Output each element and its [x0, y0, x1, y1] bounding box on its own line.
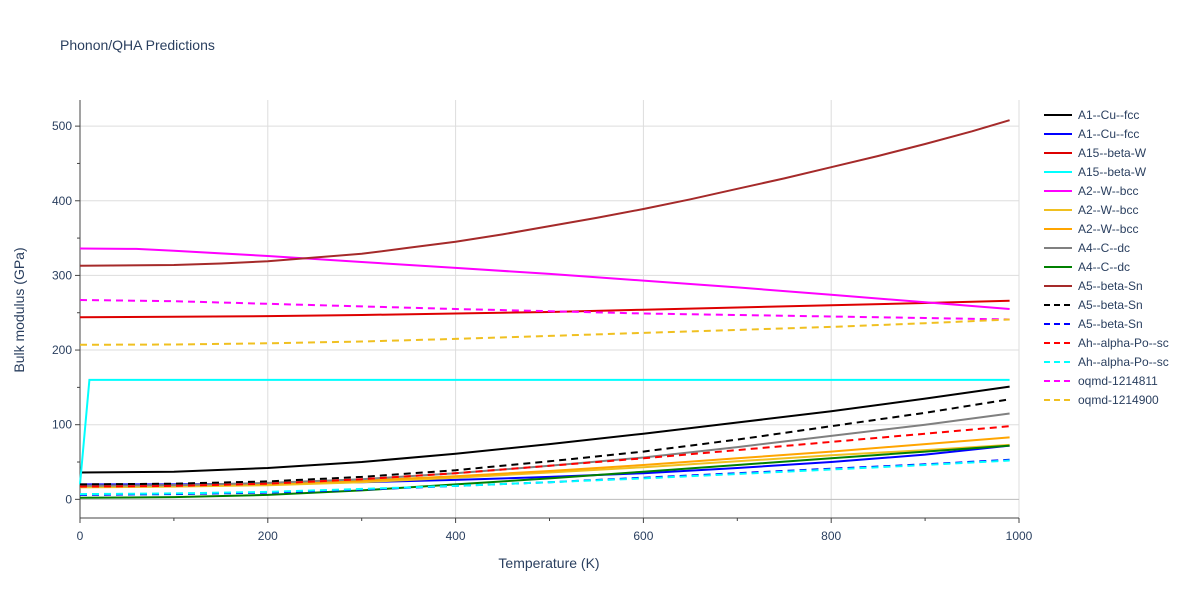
- x-tick-label: 0: [77, 529, 84, 543]
- legend-label: A1--Cu--fcc: [1078, 127, 1139, 141]
- legend-label: A15--beta-W: [1078, 165, 1147, 179]
- series-lines: [79, 119, 1010, 499]
- legend-label: A4--C--dc: [1078, 260, 1130, 274]
- x-tick-label: 600: [633, 529, 653, 543]
- legend-label: oqmd-1214900: [1078, 393, 1159, 407]
- series-line-oqmd-1214900-15: [79, 318, 1010, 346]
- y-tick-label: 200: [52, 343, 72, 357]
- x-tick-label: 800: [821, 529, 841, 543]
- chart-title: Phonon/QHA Predictions: [60, 37, 215, 53]
- legend-label: A2--W--bcc: [1078, 184, 1138, 198]
- y-axis-title: Bulk modulus (GPa): [11, 247, 27, 372]
- axes: [75, 100, 1020, 523]
- legend-label: A1--Cu--fcc: [1078, 108, 1139, 122]
- legend-item-ah-alpha-po-sc-12[interactable]: Ah--alpha-Po--sc: [1044, 336, 1169, 350]
- series-line-a5-beta-sn-9: [79, 119, 1010, 267]
- legend-label: A5--beta-Sn: [1078, 317, 1143, 331]
- x-tick-label: 400: [446, 529, 466, 543]
- legend-item-a4-c-dc-8[interactable]: A4--C--dc: [1044, 260, 1130, 274]
- legend-item-oqmd-1214900-15[interactable]: oqmd-1214900: [1044, 393, 1159, 407]
- x-tick-label: 1000: [1006, 529, 1033, 543]
- legend-item-a2-w-bcc-4[interactable]: A2--W--bcc: [1044, 184, 1138, 198]
- tick-labels: 0 200 400 600 800 1000 0 100 200 300 400 500: [52, 119, 1033, 543]
- y-tick-label: 500: [52, 119, 72, 133]
- legend-label: A15--beta-W: [1078, 146, 1147, 160]
- legend-item-a2-w-bcc-5[interactable]: A2--W--bcc: [1044, 203, 1138, 217]
- legend-item-a2-w-bcc-6[interactable]: A2--W--bcc: [1044, 222, 1138, 236]
- series-line-a2-w-bcc-4: [79, 247, 1010, 310]
- y-tick-label: 0: [65, 492, 72, 506]
- legend-item-a4-c-dc-7[interactable]: A4--C--dc: [1044, 241, 1130, 255]
- legend-item-ah-alpha-po-sc-13[interactable]: Ah--alpha-Po--sc: [1044, 355, 1169, 369]
- legend-label: A5--beta-Sn: [1078, 298, 1143, 312]
- legend-item-a1-cu-fcc-1[interactable]: A1--Cu--fcc: [1044, 127, 1139, 141]
- legend-label: A2--W--bcc: [1078, 203, 1138, 217]
- legend-label: Ah--alpha-Po--sc: [1078, 355, 1169, 369]
- legend-item-a5-beta-sn-9[interactable]: A5--beta-Sn: [1044, 279, 1143, 293]
- legend-label: A2--W--bcc: [1078, 222, 1138, 236]
- series-line-a1-cu-fcc-0: [79, 385, 1010, 474]
- x-axis-title: Temperature (K): [498, 555, 599, 571]
- y-tick-label: 400: [52, 194, 72, 208]
- series-line-ah-alpha-po-sc-12: [79, 425, 1010, 488]
- grid: [80, 100, 1020, 518]
- x-tick-label: 200: [258, 529, 278, 543]
- legend-item-a5-beta-sn-11[interactable]: A5--beta-Sn: [1044, 317, 1143, 331]
- legend-item-a1-cu-fcc-0[interactable]: A1--Cu--fcc: [1044, 108, 1139, 122]
- legend-item-a15-beta-w-3[interactable]: A15--beta-W: [1044, 165, 1147, 179]
- legend-label: oqmd-1214811: [1078, 374, 1158, 388]
- legend-label: A5--beta-Sn: [1078, 279, 1143, 293]
- y-tick-label: 100: [52, 418, 72, 432]
- series-line-a2-w-bcc-5: [79, 443, 1010, 489]
- series-line-oqmd-1214811-14: [79, 299, 1010, 321]
- series-line-a4-c-dc-8: [79, 444, 1010, 499]
- y-tick-label: 300: [52, 268, 72, 282]
- legend-label: A4--C--dc: [1078, 241, 1130, 255]
- series-line-a15-beta-w-3: [79, 378, 1010, 485]
- series-line-ah-alpha-po-sc-13: [79, 459, 1010, 496]
- legend-label: Ah--alpha-Po--sc: [1078, 336, 1169, 350]
- series-line-a5-beta-sn-10: [79, 398, 1010, 486]
- legend-item-a15-beta-w-2[interactable]: A15--beta-W: [1044, 146, 1147, 160]
- legend-item-a5-beta-sn-10[interactable]: A5--beta-Sn: [1044, 298, 1143, 312]
- legend[interactable]: A1--Cu--fcc A1--Cu--fcc A15--beta-W A15--be…: [1044, 108, 1169, 407]
- legend-item-oqmd-1214811-14[interactable]: oqmd-1214811: [1044, 374, 1158, 388]
